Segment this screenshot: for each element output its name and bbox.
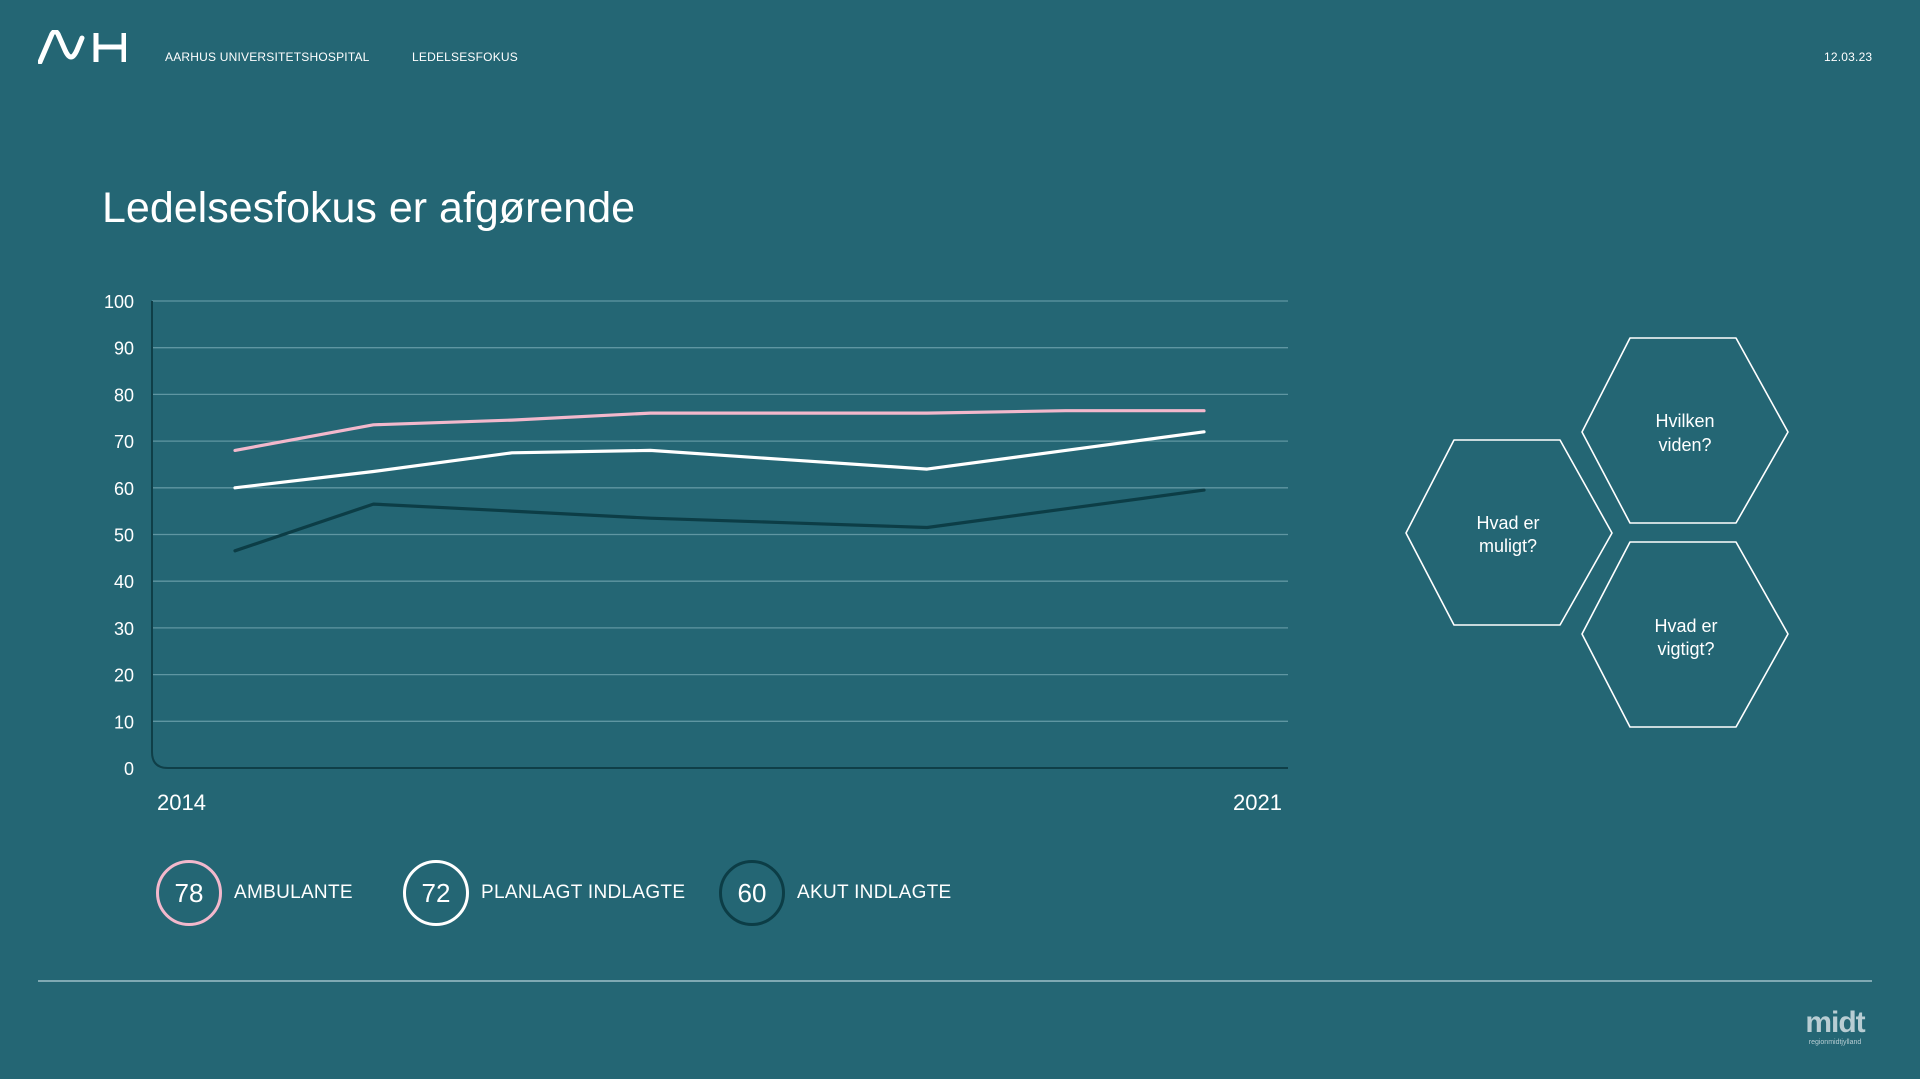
header-organization: AARHUS UNIVERSITETSHOSPITAL	[165, 50, 370, 64]
header-date: 12.03.23	[1824, 50, 1873, 64]
x-tick-label: 2014	[157, 790, 206, 815]
legend-label: AMBULANTE	[234, 882, 353, 903]
legend-label: PLANLAGT INDLAGTE	[481, 882, 686, 903]
y-tick-label: 10	[114, 712, 134, 732]
region-logo-text: midt	[1805, 1006, 1865, 1039]
auh-logo	[38, 30, 126, 64]
y-tick-label: 60	[114, 479, 134, 499]
hexagon-text-line: muligt?	[1479, 536, 1537, 556]
legend-item-planlagt-indlagte: 72 PLANLAGT INDLAGTE	[403, 860, 685, 926]
legend-value-circle: 72	[403, 860, 469, 926]
hexagon-hvilken-viden: Hvilken viden?	[1581, 337, 1789, 524]
chart-series	[233, 409, 1206, 553]
hexagon-hvad-er-muligt: Hvad er muligt?	[1405, 439, 1613, 626]
y-tick-label: 90	[114, 339, 134, 359]
header-section: LEDELSESFOKUS	[412, 50, 518, 64]
y-tick-label: 100	[104, 292, 134, 312]
x-tick-labels: 2014 2021	[157, 790, 1282, 815]
y-tick-label: 20	[114, 666, 134, 686]
legend-value-circle: 60	[719, 860, 785, 926]
chart-axis	[151, 301, 1288, 769]
legend-label: AKUT INDLAGTE	[797, 882, 952, 903]
legend-item-akut-indlagte: 60 AKUT INDLAGTE	[719, 860, 952, 926]
hexagon-text-line: Hvad er	[1654, 616, 1717, 636]
y-tick-label: 40	[114, 572, 134, 592]
chart-gridlines	[152, 300, 1288, 722]
series-line-ambulante	[233, 409, 1206, 452]
legend-value-circle: 78	[156, 860, 222, 926]
hexagon-text-line: vigtigt?	[1657, 639, 1714, 659]
y-tick-label: 70	[114, 432, 134, 452]
hexagon-text-line: Hvad er	[1476, 513, 1539, 533]
hexagon-text-line: viden?	[1658, 435, 1711, 455]
y-tick-label: 50	[114, 526, 134, 546]
line-chart: 0 10 20 30 40 50 60 70 80 90 100 2014 2021	[104, 292, 1288, 815]
legend-item-ambulante: 78 AMBULANTE	[156, 860, 353, 926]
hexagon-text-line: Hvilken	[1655, 411, 1714, 431]
region-logo-subtext: regionmidtjylland	[1808, 1039, 1862, 1046]
axis-line	[151, 301, 1288, 769]
footer-divider	[38, 980, 1872, 982]
hexagon-hvad-er-vigtigt: Hvad er vigtigt?	[1581, 541, 1789, 728]
y-tick-label: 80	[114, 385, 134, 405]
x-tick-label: 2021	[1233, 790, 1282, 815]
y-tick-labels: 0 10 20 30 40 50 60 70 80 90 100	[104, 292, 134, 779]
y-tick-label: 30	[114, 619, 134, 639]
y-tick-label: 0	[124, 759, 134, 779]
region-midt-logo: midt regionmidtjylland	[1798, 1008, 1872, 1047]
series-line-akut-indlagte	[233, 488, 1206, 553]
series-line-planlagt-indlagte	[233, 430, 1206, 490]
page-title: Ledelsesfokus er afgørende	[102, 184, 636, 232]
